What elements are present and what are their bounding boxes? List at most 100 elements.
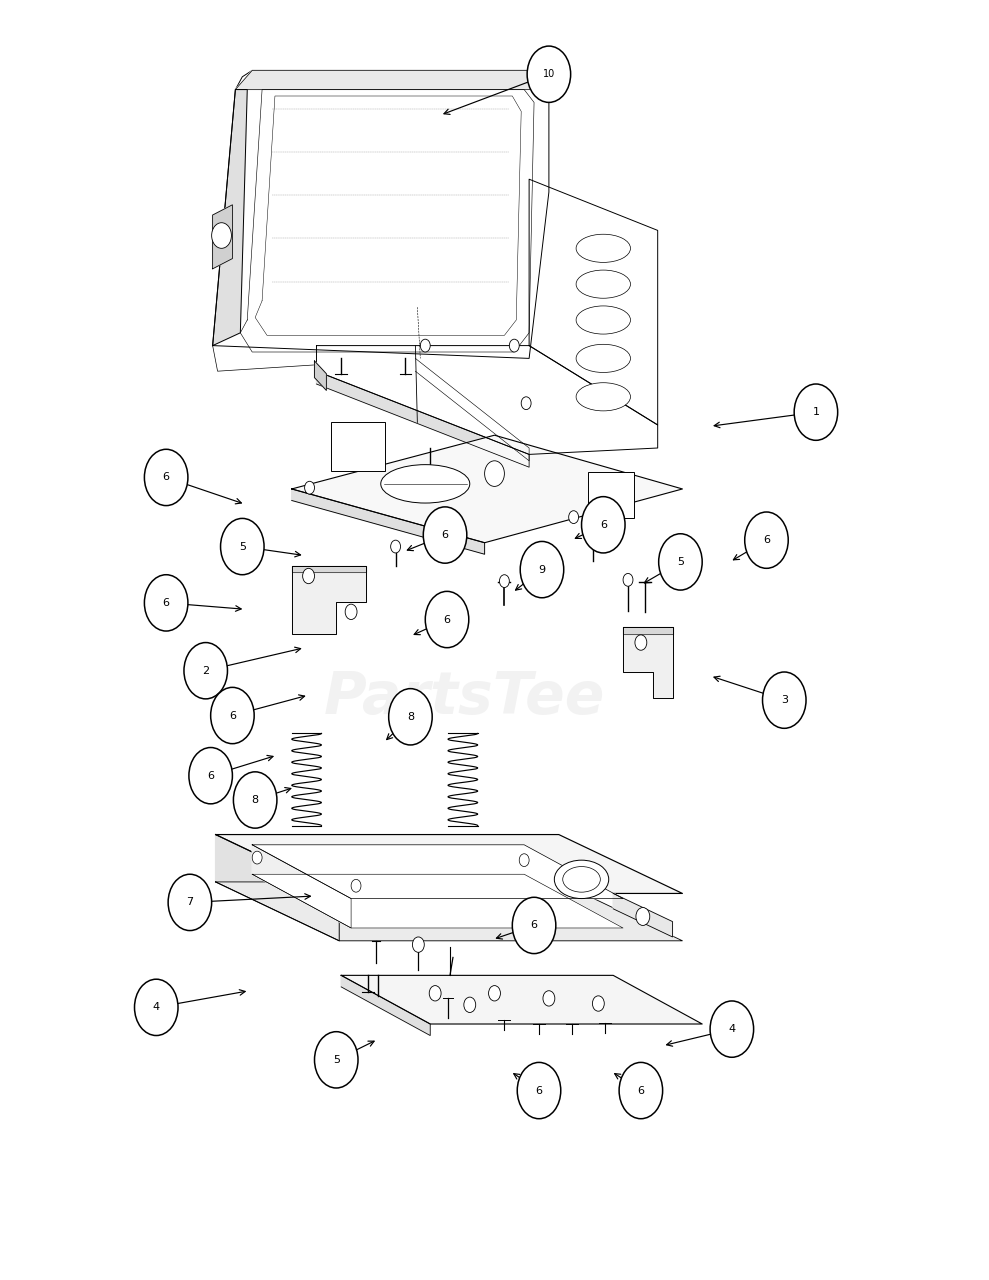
Polygon shape xyxy=(213,70,549,358)
Circle shape xyxy=(345,604,357,620)
Circle shape xyxy=(351,879,361,892)
Text: 6: 6 xyxy=(530,920,538,931)
Polygon shape xyxy=(235,70,552,90)
Text: 8: 8 xyxy=(251,795,259,805)
Circle shape xyxy=(315,1032,358,1088)
Text: 10: 10 xyxy=(543,69,555,79)
Polygon shape xyxy=(292,566,366,634)
Text: 5: 5 xyxy=(332,1055,340,1065)
Text: 1: 1 xyxy=(812,407,820,417)
Circle shape xyxy=(425,591,469,648)
Circle shape xyxy=(543,991,555,1006)
Text: 2: 2 xyxy=(202,666,210,676)
Polygon shape xyxy=(216,882,682,941)
Text: 4: 4 xyxy=(728,1024,736,1034)
Circle shape xyxy=(794,384,838,440)
Polygon shape xyxy=(213,205,232,269)
Circle shape xyxy=(389,689,432,745)
Circle shape xyxy=(485,461,504,486)
Circle shape xyxy=(521,397,531,410)
Circle shape xyxy=(527,46,571,102)
Circle shape xyxy=(429,986,441,1001)
Polygon shape xyxy=(216,835,339,941)
Ellipse shape xyxy=(576,344,631,372)
Circle shape xyxy=(144,449,188,506)
Circle shape xyxy=(659,534,702,590)
Polygon shape xyxy=(623,627,673,634)
Circle shape xyxy=(745,512,788,568)
Circle shape xyxy=(592,996,604,1011)
Text: 6: 6 xyxy=(763,535,770,545)
Circle shape xyxy=(512,897,556,954)
Text: 4: 4 xyxy=(152,1002,160,1012)
Polygon shape xyxy=(613,893,673,937)
Ellipse shape xyxy=(563,867,600,892)
Text: 6: 6 xyxy=(162,472,170,483)
Polygon shape xyxy=(252,845,351,928)
Ellipse shape xyxy=(381,465,470,503)
Circle shape xyxy=(233,772,277,828)
Circle shape xyxy=(303,568,315,584)
Circle shape xyxy=(212,223,231,248)
Polygon shape xyxy=(315,361,326,390)
Polygon shape xyxy=(341,975,430,1036)
Circle shape xyxy=(189,748,232,804)
Circle shape xyxy=(588,529,598,541)
Circle shape xyxy=(619,1062,663,1119)
Circle shape xyxy=(509,339,519,352)
Polygon shape xyxy=(252,874,623,928)
Text: 8: 8 xyxy=(406,712,414,722)
Circle shape xyxy=(635,635,647,650)
Circle shape xyxy=(252,851,262,864)
Text: 7: 7 xyxy=(186,897,194,908)
Text: 6: 6 xyxy=(228,710,236,721)
Circle shape xyxy=(221,518,264,575)
Circle shape xyxy=(710,1001,754,1057)
FancyBboxPatch shape xyxy=(588,472,634,518)
Polygon shape xyxy=(623,627,673,698)
Circle shape xyxy=(517,1062,561,1119)
Ellipse shape xyxy=(576,270,631,298)
Text: 6: 6 xyxy=(207,771,215,781)
Circle shape xyxy=(582,497,625,553)
FancyBboxPatch shape xyxy=(331,422,385,471)
Circle shape xyxy=(464,997,476,1012)
Polygon shape xyxy=(316,371,529,467)
Circle shape xyxy=(489,986,500,1001)
Polygon shape xyxy=(341,975,702,1024)
Circle shape xyxy=(636,908,650,925)
Circle shape xyxy=(184,643,227,699)
Polygon shape xyxy=(213,90,247,346)
Text: 5: 5 xyxy=(676,557,684,567)
Circle shape xyxy=(423,507,467,563)
Circle shape xyxy=(168,874,212,931)
Polygon shape xyxy=(529,179,658,425)
Circle shape xyxy=(144,575,188,631)
Polygon shape xyxy=(292,435,682,543)
Circle shape xyxy=(412,937,424,952)
Circle shape xyxy=(305,481,315,494)
Circle shape xyxy=(519,854,529,867)
Text: 9: 9 xyxy=(538,564,546,575)
Circle shape xyxy=(391,540,401,553)
Ellipse shape xyxy=(576,383,631,411)
Polygon shape xyxy=(292,489,485,554)
Circle shape xyxy=(135,979,178,1036)
Circle shape xyxy=(763,672,806,728)
Circle shape xyxy=(211,687,254,744)
Polygon shape xyxy=(252,845,623,899)
Polygon shape xyxy=(292,566,366,572)
Text: 6: 6 xyxy=(443,614,451,625)
Polygon shape xyxy=(216,835,682,893)
Circle shape xyxy=(499,575,509,588)
Text: PartsTee: PartsTee xyxy=(324,669,605,726)
Ellipse shape xyxy=(576,234,631,262)
Polygon shape xyxy=(316,346,658,454)
Ellipse shape xyxy=(554,860,608,899)
Text: 6: 6 xyxy=(441,530,449,540)
Text: 6: 6 xyxy=(599,520,607,530)
Text: 5: 5 xyxy=(238,541,246,552)
Circle shape xyxy=(520,541,564,598)
Ellipse shape xyxy=(576,306,631,334)
Text: 3: 3 xyxy=(780,695,788,705)
